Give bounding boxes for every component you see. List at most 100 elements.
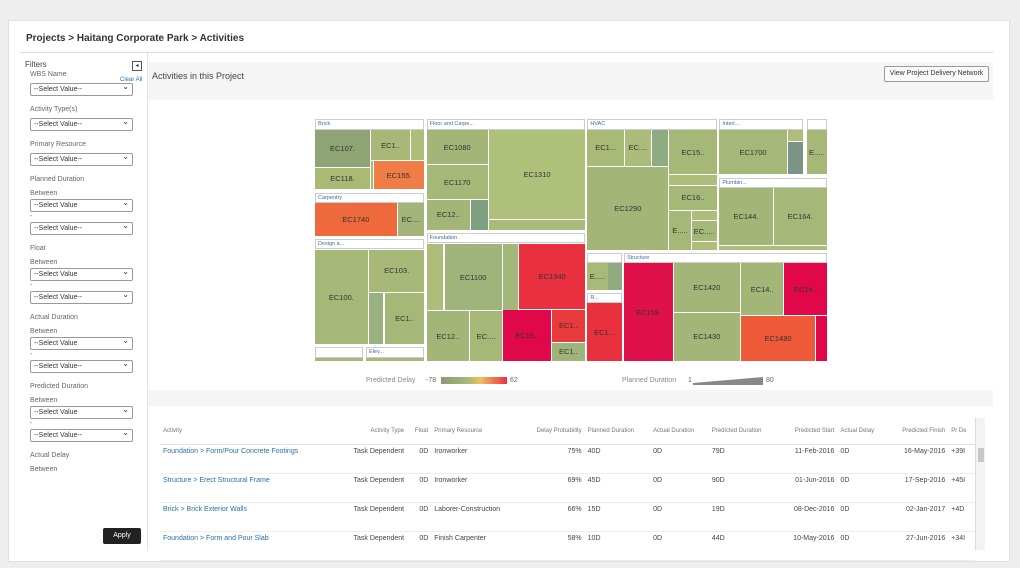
treemap-group-header[interactable]: R...: [587, 293, 622, 304]
column-header[interactable]: Actual Duration: [650, 418, 709, 445]
treemap-tile[interactable]: EC159.: [624, 263, 673, 361]
treemap-tile[interactable]: E.....: [669, 211, 691, 250]
table-scrollbar[interactable]: [975, 418, 985, 550]
filter-select[interactable]: --Select Value--: [30, 82, 133, 96]
column-header[interactable]: Activity: [160, 418, 337, 445]
treemap-tile[interactable]: EC....: [470, 311, 502, 361]
treemap-tile[interactable]: EC1310: [489, 130, 585, 219]
treemap-tile[interactable]: [651, 130, 669, 166]
treemap-tile[interactable]: [369, 292, 384, 344]
column-header[interactable]: Float: [407, 418, 432, 445]
treemap-tile[interactable]: EC1..: [384, 292, 425, 344]
treemap-tile[interactable]: EC15..: [502, 310, 551, 361]
treemap-group-header[interactable]: Carpentry: [315, 192, 425, 203]
column-header[interactable]: Primary Resource: [431, 418, 521, 445]
column-header[interactable]: Pr De: [948, 418, 975, 445]
filter-select-max[interactable]: --Select Value--: [30, 359, 133, 373]
column-header[interactable]: Predicted Duration: [708, 418, 779, 445]
treemap-group-header[interactable]: Foundation: [426, 232, 585, 244]
treemap-tile[interactable]: EC1..: [551, 342, 585, 361]
treemap-group-header[interactable]: HVAC: [587, 119, 717, 130]
treemap-tile[interactable]: EC....: [397, 203, 425, 236]
treemap-group-header[interactable]: Structure: [624, 253, 827, 264]
activity-link[interactable]: Brick > Brick Exterior Walls: [163, 505, 247, 513]
treemap-tile[interactable]: [787, 130, 804, 141]
treemap-group-header[interactable]: Floor and Carpe...: [426, 119, 585, 130]
treemap-tile[interactable]: EC1..: [551, 310, 585, 342]
treemap-tile[interactable]: EC14..: [741, 263, 784, 315]
treemap-tile[interactable]: EC1170: [426, 165, 488, 199]
treemap-group-header[interactable]: Brick: [315, 119, 425, 130]
column-header[interactable]: Delay Probability: [520, 418, 585, 445]
treemap-tile[interactable]: EC.....: [691, 221, 717, 241]
treemap-tile[interactable]: [691, 241, 717, 250]
treemap-tile[interactable]: [426, 244, 444, 310]
treemap-tile[interactable]: [719, 246, 827, 250]
view-network-button[interactable]: View Project Delivery Network: [884, 66, 989, 82]
filter-select-max[interactable]: --Select Value--: [30, 428, 133, 442]
filter-select[interactable]: --Select Value: [30, 336, 133, 350]
treemap-tile[interactable]: EC12..: [426, 311, 469, 361]
filter-select[interactable]: --Select Value--: [30, 117, 133, 131]
treemap-tile[interactable]: EC144.: [719, 187, 773, 245]
filter-select-max[interactable]: --Select Value--: [30, 290, 133, 304]
filter-select-max[interactable]: --Select Value--: [30, 221, 133, 235]
treemap-tile[interactable]: [691, 211, 717, 220]
treemap-group-header[interactable]: Interi...: [719, 119, 804, 130]
treemap-tile[interactable]: EC103.: [369, 250, 425, 292]
filter-select[interactable]: --Select Value--: [30, 152, 133, 166]
treemap-group-header[interactable]: Design a...: [315, 239, 425, 250]
treemap-tile[interactable]: EC1...: [587, 303, 622, 361]
column-header[interactable]: Planned Duration: [584, 418, 651, 445]
treemap-group-header[interactable]: Plumbin...: [719, 177, 827, 188]
treemap-tile[interactable]: EC107.: [315, 130, 370, 167]
treemap-tile[interactable]: [315, 358, 364, 361]
column-header[interactable]: Predicted Start: [778, 418, 838, 445]
treemap-tile[interactable]: [502, 244, 519, 310]
treemap-tile[interactable]: [608, 263, 622, 290]
treemap-tile[interactable]: [471, 199, 488, 230]
treemap-tile[interactable]: [787, 141, 804, 175]
treemap-tile[interactable]: E.....: [806, 130, 827, 175]
apply-button[interactable]: Apply: [103, 528, 141, 544]
treemap-group-header[interactable]: [587, 253, 622, 264]
treemap-tile[interactable]: [816, 316, 827, 361]
treemap-tile[interactable]: EC155.: [374, 161, 425, 190]
treemap-tile[interactable]: EC118.: [315, 167, 370, 190]
treemap-group-header[interactable]: Elev...: [366, 347, 425, 359]
activity-link[interactable]: Structure > Erect Structural Frame: [163, 476, 270, 484]
treemap-tile[interactable]: E.....: [587, 263, 608, 290]
treemap-tile[interactable]: EC1700: [719, 130, 787, 175]
treemap-tile[interactable]: EC....: [625, 130, 651, 166]
treemap-tile[interactable]: EC1100: [444, 244, 502, 310]
treemap-tile[interactable]: [410, 130, 425, 160]
treemap-tile[interactable]: EC1080: [426, 130, 488, 165]
treemap-tile[interactable]: EC100.: [315, 250, 368, 344]
treemap-tile[interactable]: EC1290: [587, 166, 669, 250]
column-header[interactable]: Activity Type: [336, 418, 408, 445]
treemap-tile[interactable]: EC15..: [669, 130, 717, 175]
treemap-tile[interactable]: [366, 358, 425, 361]
treemap-tile[interactable]: EC1...: [587, 130, 624, 166]
treemap-tile[interactable]: EC1420: [673, 263, 740, 312]
treemap-tile[interactable]: [371, 161, 374, 190]
treemap-tile[interactable]: [489, 220, 585, 230]
treemap-tile[interactable]: EC1..: [371, 130, 410, 160]
treemap-group-header[interactable]: [806, 119, 827, 130]
treemap-tile[interactable]: EC1340: [519, 244, 585, 309]
clear-all-link[interactable]: Clear All: [120, 77, 143, 83]
activity-link[interactable]: Foundation > Form/Pour Concrete Footings: [163, 447, 299, 455]
filter-select[interactable]: --Select Value: [30, 198, 133, 212]
treemap-tile[interactable]: EC12..: [426, 199, 470, 230]
filter-select[interactable]: --Select Value: [30, 267, 133, 281]
treemap-tile[interactable]: EC1430: [673, 312, 740, 361]
activity-link[interactable]: Foundation > Form and Pour Slab: [163, 534, 269, 542]
column-header[interactable]: Predicted Finish: [887, 418, 949, 445]
treemap-tile[interactable]: EC1740: [315, 203, 397, 236]
treemap-tile[interactable]: EC14..: [784, 263, 827, 315]
collapse-panel-icon[interactable]: ◂: [132, 61, 142, 71]
treemap-tile[interactable]: EC16..: [669, 185, 717, 210]
treemap-group-header[interactable]: [315, 347, 364, 359]
treemap-tile[interactable]: [669, 175, 717, 185]
treemap-tile[interactable]: EC1480: [741, 316, 815, 361]
